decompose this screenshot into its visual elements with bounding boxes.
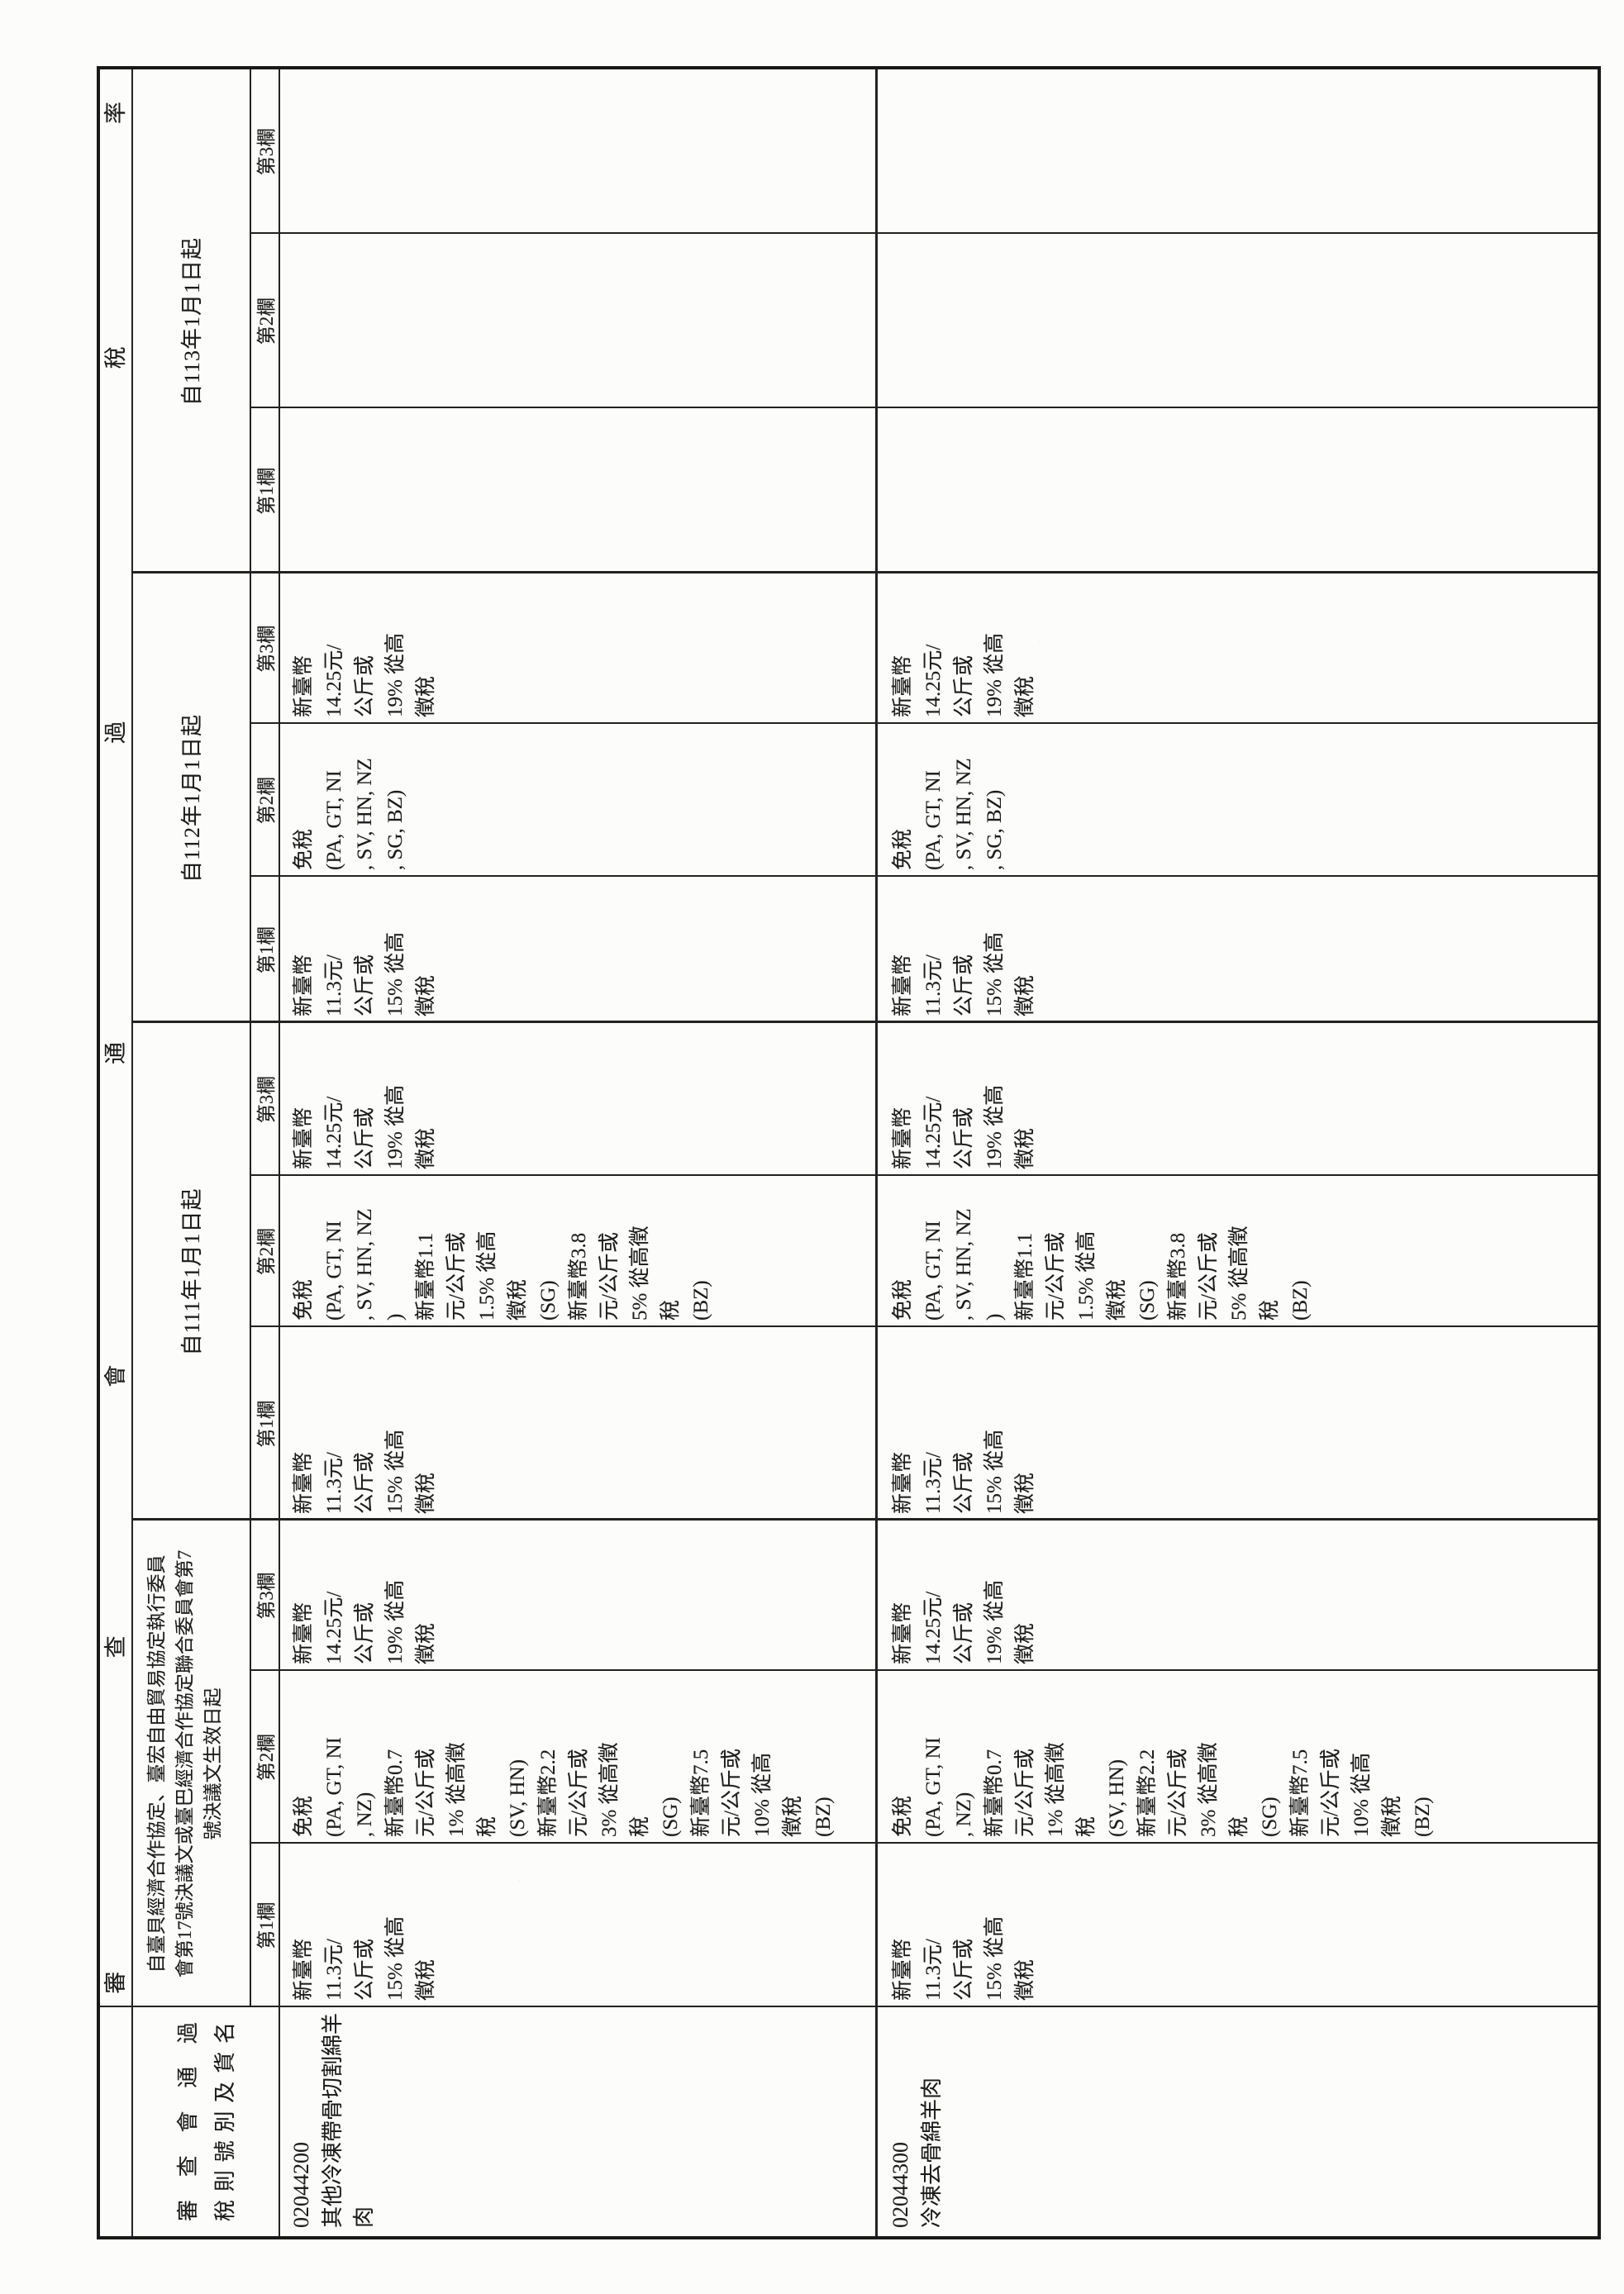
banner-char: 稅 bbox=[103, 346, 128, 369]
goods-cell-row2: 02044300 冷凍去骨綿羊肉 bbox=[878, 2007, 1598, 2236]
goods-cell-row1: 02044200 其他冷凍帶骨切割綿羊肉 bbox=[279, 2007, 875, 2236]
tariff-code: 02044300 bbox=[888, 2142, 912, 2228]
rate-r2-g1c1: 新臺幣 11.3元/公斤或 15% 從高 徵稅 bbox=[892, 1429, 1036, 1514]
banner-char: 通 bbox=[103, 1041, 128, 1064]
col-label-g1c1: 第1欄 bbox=[255, 1400, 277, 1448]
col-label-g0c3: 第3欄 bbox=[255, 1572, 277, 1620]
rate-r1-g1c2: 免稅 (PA, GT, NI, SV, HN, NZ) 新臺幣1.1 元/公斤或 1.5… bbox=[293, 1208, 712, 1321]
rate-r1-g3c2-empty bbox=[279, 234, 875, 408]
rate-r1-g0c2: 免稅 (PA, GT, NI, NZ) 新臺幣0.7 元/公斤或 1% 從高徵稅 (SV,… bbox=[293, 1737, 835, 1837]
agreement-note-header: 自臺貝經濟合作協定、臺宏自由貿易協定執行委員 會第17號決議文或臺巴經濟合作協定… bbox=[131, 1521, 250, 2007]
rate-r1-g2c2: 免稅 (PA, GT, NI, SV, HN, NZ, SG, BZ) bbox=[293, 758, 407, 870]
rate-r1-g2c1: 新臺幣 11.3元/公斤或 15% 從高 徵稅 bbox=[293, 931, 437, 1016]
rate-r1-g2c3: 新臺幣 14.25元/公斤或 19% 從高 徵稅 bbox=[293, 632, 437, 717]
col-label-g2c1: 第1欄 bbox=[255, 926, 277, 974]
goods-desc: 其他冷凍帶骨切割綿羊肉 bbox=[321, 2012, 376, 2228]
rate-r1-g1c3: 新臺幣 14.25元/公斤或 19% 從高 徵稅 bbox=[293, 1084, 437, 1169]
year-header-111: 自111年1月1日起 bbox=[180, 1187, 204, 1356]
rate-r1-g1c1: 新臺幣 11.3元/公斤或 15% 從高 徵稅 bbox=[293, 1429, 437, 1514]
goods-desc: 冷凍去骨綿羊肉 bbox=[920, 2077, 944, 2228]
col-label-g3c3: 第3欄 bbox=[255, 127, 277, 176]
rate-r2-g1c2: 免稅 (PA, GT, NI, SV, HN, NZ) 新臺幣1.1 元/公斤或 1.5… bbox=[892, 1208, 1312, 1321]
col-label-g1c3: 第3欄 bbox=[255, 1075, 277, 1124]
col-label-g0c1: 第1欄 bbox=[255, 1901, 277, 1949]
col-label-g3c2: 第2欄 bbox=[255, 297, 277, 345]
rate-r1-g3c3-empty bbox=[279, 69, 875, 234]
rate-r2-g2c2: 免稅 (PA, GT, NI, SV, HN, NZ, SG, BZ) bbox=[892, 758, 1006, 870]
rate-r2-g3c3-empty bbox=[878, 69, 1598, 234]
rate-r2-g3c2-empty bbox=[878, 234, 1598, 408]
banner-char: 審 bbox=[103, 1971, 128, 1994]
rate-r2-g2c3: 新臺幣 14.25元/公斤或 19% 從高 徵稅 bbox=[892, 632, 1036, 717]
goods-header-line1: 審查會通過 bbox=[176, 2022, 200, 2221]
goods-header-line2: 稅則號別及貨名 bbox=[213, 2022, 237, 2221]
note-line: 會第17號決議文或臺巴經濟合作協定聯合委員會第7 bbox=[174, 1549, 195, 1978]
rate-r2-g0c3: 新臺幣 14.25元/公斤或 19% 從高 徵稅 bbox=[892, 1579, 1036, 1664]
col-label-g3c1: 第1欄 bbox=[255, 467, 277, 515]
rate-r1-g0c3: 新臺幣 14.25元/公斤或 19% 從高 徵稅 bbox=[293, 1579, 437, 1664]
goods-column-header: 審查會通過 稅則號別及貨名 bbox=[131, 2007, 279, 2236]
col-label-g2c3: 第3欄 bbox=[255, 625, 277, 673]
banner-char: 會 bbox=[103, 1364, 128, 1387]
col-label-g1c2: 第2欄 bbox=[255, 1227, 277, 1276]
col-label-g2c2: 第2欄 bbox=[255, 776, 277, 825]
year-header-113: 自113年1月1日起 bbox=[180, 236, 204, 407]
banner-row: 審 查 會 通 過 稅 率 bbox=[100, 69, 131, 2236]
rate-r2-g3c1-empty bbox=[878, 408, 1598, 574]
year-header-112: 自112年1月1日起 bbox=[180, 713, 204, 883]
note-line: 自臺貝經濟合作協定、臺宏自由貿易協定執行委員 bbox=[146, 1554, 167, 1973]
rate-r2-g0c1: 新臺幣 11.3元/公斤或 15% 從高 徵稅 bbox=[892, 1916, 1036, 2001]
banner-char: 率 bbox=[103, 101, 128, 124]
banner-char: 過 bbox=[103, 721, 128, 744]
tariff-table: 審 查 會 通 過 稅 率 審查會通過 稅則號別及貨名 自臺貝經濟合作協定、臺宏… bbox=[97, 66, 1601, 2239]
rate-r1-g0c1: 新臺幣 11.3元/公斤或 15% 從高 徵稅 bbox=[293, 1916, 437, 2001]
col-label-g0c2: 第2欄 bbox=[255, 1733, 277, 1782]
banner-char: 查 bbox=[103, 1635, 128, 1659]
rate-r2-g2c1: 新臺幣 11.3元/公斤或 15% 從高 徵稅 bbox=[892, 931, 1036, 1016]
rate-r1-g3c1-empty bbox=[279, 408, 875, 574]
tariff-code: 02044200 bbox=[289, 2142, 313, 2228]
rate-r2-g1c3: 新臺幣 14.25元/公斤或 19% 從高 徵稅 bbox=[892, 1084, 1036, 1169]
note-line: 號決議文生效日起 bbox=[202, 1687, 223, 1840]
rate-r2-g0c2: 免稅 (PA, GT, NI, NZ) 新臺幣0.7 元/公斤或 1% 從高徵稅 (SV,… bbox=[892, 1737, 1434, 1837]
